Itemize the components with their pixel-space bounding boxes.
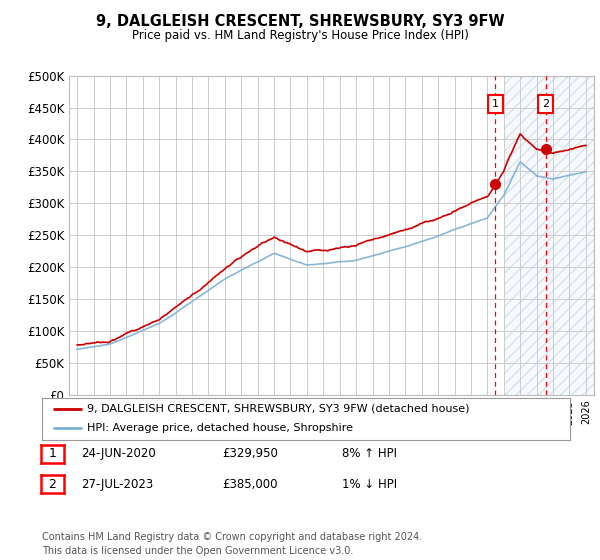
Text: £329,950: £329,950 [222, 447, 278, 460]
Text: 9, DALGLEISH CRESCENT, SHREWSBURY, SY3 9FW: 9, DALGLEISH CRESCENT, SHREWSBURY, SY3 9… [95, 14, 505, 29]
Text: £385,000: £385,000 [222, 478, 277, 491]
Text: 2: 2 [48, 478, 56, 491]
Bar [504, 76, 594, 395]
Text: 27-JUL-2023: 27-JUL-2023 [81, 478, 153, 491]
Text: 9, DALGLEISH CRESCENT, SHREWSBURY, SY3 9FW (detached house): 9, DALGLEISH CRESCENT, SHREWSBURY, SY3 9… [87, 404, 469, 414]
Text: 2: 2 [542, 99, 550, 109]
Text: 8% ↑ HPI: 8% ↑ HPI [342, 447, 397, 460]
Text: HPI: Average price, detached house, Shropshire: HPI: Average price, detached house, Shro… [87, 423, 353, 433]
Text: 24-JUN-2020: 24-JUN-2020 [81, 447, 156, 460]
Text: 1% ↓ HPI: 1% ↓ HPI [342, 478, 397, 491]
Text: Price paid vs. HM Land Registry's House Price Index (HPI): Price paid vs. HM Land Registry's House … [131, 29, 469, 42]
Text: 1: 1 [492, 99, 499, 109]
Text: Contains HM Land Registry data © Crown copyright and database right 2024.
This d: Contains HM Land Registry data © Crown c… [42, 533, 422, 556]
Bar [504, 76, 594, 395]
Text: 1: 1 [48, 447, 56, 460]
